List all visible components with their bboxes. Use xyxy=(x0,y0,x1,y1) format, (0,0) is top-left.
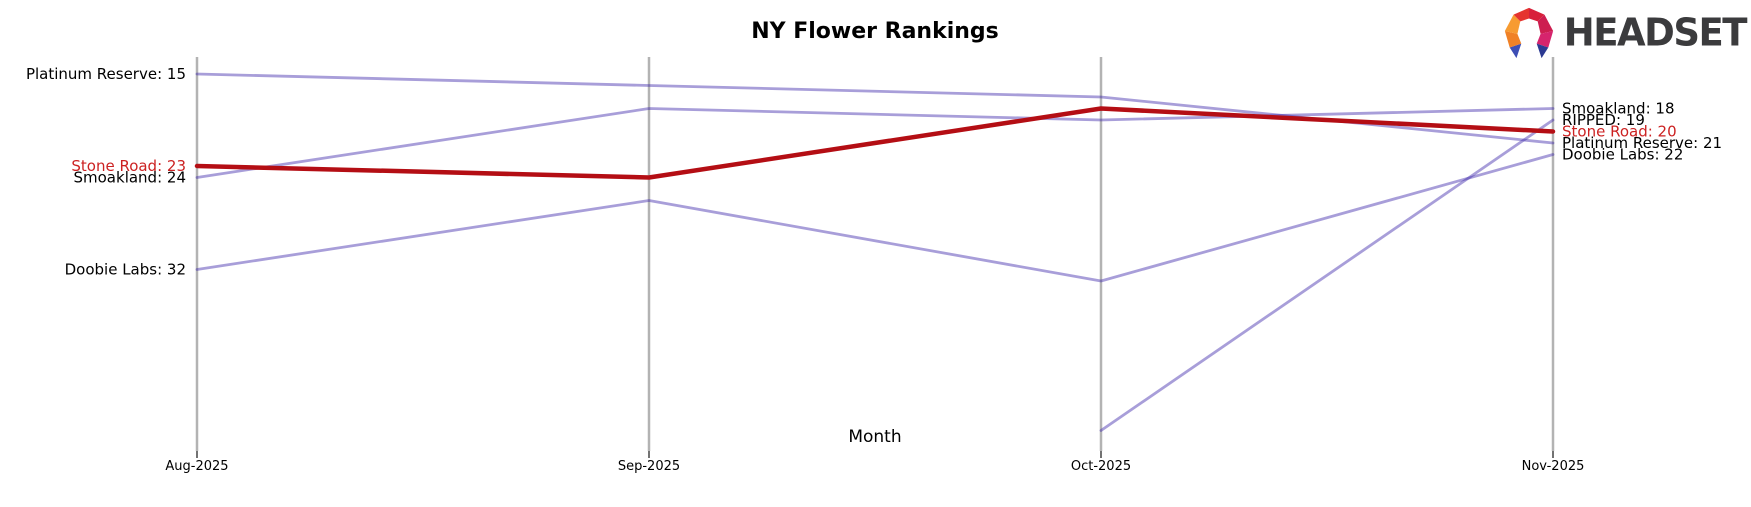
headset-logo: HEADSET xyxy=(1501,4,1748,60)
tick-label-aug-2025: Aug-2025 xyxy=(165,459,228,474)
right-label-platinum-reserve: Platinum Reserve: 21 xyxy=(1562,134,1722,152)
left-label-stone-road: Stone Road: 23 xyxy=(71,157,186,175)
series-line-doobie-labs xyxy=(195,153,1555,283)
tick-label-sep-2025: Sep-2025 xyxy=(618,459,680,474)
right-label-smoakland: Smoakland: 18 xyxy=(1562,100,1675,118)
tick-label-nov-2025: Nov-2025 xyxy=(1522,459,1585,474)
left-label-smoakland: Smoakland: 24 xyxy=(74,169,187,187)
series-line-ripped xyxy=(1099,118,1555,432)
series-line-smoakland xyxy=(195,107,1555,179)
headset-logo-text: HEADSET xyxy=(1563,9,1748,55)
right-label-stone-road: Stone Road: 20 xyxy=(1562,123,1677,141)
left-label-platinum-reserve: Platinum Reserve: 15 xyxy=(26,65,186,83)
series-line-stone-road xyxy=(194,106,1556,180)
right-label-ripped: RIPPED: 19 xyxy=(1562,111,1645,129)
right-label-doobie-labs: Doobie Labs: 22 xyxy=(1562,146,1683,164)
x-axis-label: Month xyxy=(848,427,902,447)
tick-label-oct-2025: Oct-2025 xyxy=(1071,459,1131,474)
headset-logo-icon xyxy=(1504,7,1553,59)
chart-title: NY Flower Rankings xyxy=(751,19,999,44)
left-label-doobie-labs: Doobie Labs: 32 xyxy=(65,261,186,279)
series-line-platinum-reserve xyxy=(195,72,1555,145)
